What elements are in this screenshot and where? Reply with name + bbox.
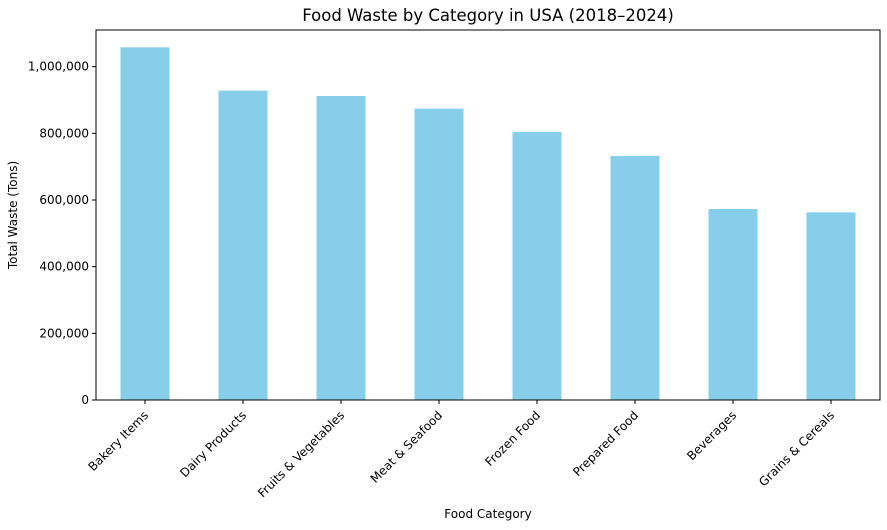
x-tick-label: Beverages [684,408,739,463]
bar [120,47,170,400]
x-axis-label: Food Category [444,507,531,521]
y-tick-label: 0 [81,393,89,407]
x-tick-label: Dairy Products [177,408,249,480]
y-tick-label: 600,000 [39,193,89,207]
bar [806,212,856,400]
x-tick-label: Meat & Seafood [368,408,446,486]
x-tick-label: Fruits & Vegetables [255,408,347,500]
x-tick-label: Prepared Food [570,408,641,479]
bars-group [120,47,856,401]
y-tick-label: 1,000,000 [28,60,89,74]
y-axis-label: Total Waste (Tons) [6,161,20,270]
bar [218,90,268,401]
chart-title: Food Waste by Category in USA (2018–2024… [302,6,674,25]
x-axis: Bakery Items Dairy Products Fruits & Veget… [85,400,837,500]
x-tick-label: Bakery Items [85,408,151,474]
bar [414,108,464,401]
x-tick-label: Grains & Cereals [756,408,837,489]
bar [512,132,562,400]
bar [708,209,758,400]
bar [610,156,660,400]
x-tick-label: Frozen Food [482,408,543,469]
y-tick-label: 200,000 [39,326,89,340]
y-tick-label: 400,000 [39,260,89,274]
y-axis: 0 200,000 400,000 600,000 800,000 1,000,000 [28,60,96,407]
y-tick-label: 800,000 [39,126,89,140]
plot-frame [95,29,881,401]
bar [316,96,366,400]
